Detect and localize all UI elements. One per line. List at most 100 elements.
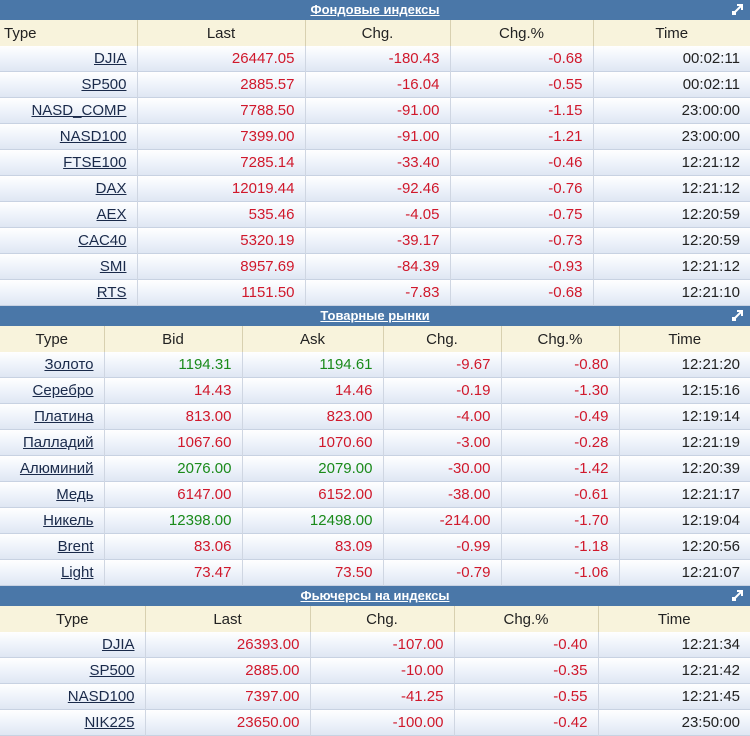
instrument-link[interactable]: SP500 xyxy=(81,76,127,93)
instrument-name[interactable]: SP500 xyxy=(0,71,138,98)
change-cell: -38.00 xyxy=(383,481,502,508)
price-cell: 2885.57 xyxy=(137,71,306,98)
change-cell: -3.00 xyxy=(383,429,502,456)
price-cell: 12019.44 xyxy=(137,175,306,202)
change-cell: -0.40 xyxy=(454,632,599,658)
instrument-name[interactable]: NASD100 xyxy=(0,123,138,150)
instrument-name[interactable]: NIK225 xyxy=(0,709,146,736)
change-cell: -0.42 xyxy=(454,709,599,736)
instrument-name[interactable]: DAX xyxy=(0,175,138,202)
price-cell: 23650.00 xyxy=(145,709,311,736)
instrument-link[interactable]: Платина xyxy=(34,408,94,425)
section-title-commodities[interactable]: Товарные рынки xyxy=(320,308,430,323)
instrument-name[interactable]: Алюминий xyxy=(0,455,105,482)
instrument-name[interactable]: Light xyxy=(0,559,105,586)
instrument-link[interactable]: NASD_COMP xyxy=(31,102,127,119)
price-cell: 26393.00 xyxy=(145,632,311,658)
instrument-link[interactable]: SP500 xyxy=(89,662,135,679)
instrument-link[interactable]: NASD100 xyxy=(59,128,127,145)
column-header: Chg.% xyxy=(454,606,599,632)
instrument-link[interactable]: Brent xyxy=(57,538,94,555)
price-cell: 83.09 xyxy=(242,533,384,560)
time-cell: 12:21:12 xyxy=(681,258,740,275)
column-header: Type xyxy=(0,326,105,352)
instrument-name[interactable]: CAC40 xyxy=(0,227,138,254)
expand-icon[interactable] xyxy=(731,588,745,602)
instrument-link[interactable]: DJIA xyxy=(93,50,127,67)
instrument-name[interactable]: Золото xyxy=(0,352,105,378)
table-row: DJIA 26393.00 -107.00 -0.40 12:21:34 xyxy=(0,632,750,658)
time-cell: 12:21:19 xyxy=(681,434,740,451)
expand-icon[interactable] xyxy=(731,308,745,322)
instrument-name[interactable]: Медь xyxy=(0,481,105,508)
instrument-name[interactable]: Никель xyxy=(0,507,105,534)
change-cell: -1.15 xyxy=(450,97,594,124)
expand-icon[interactable] xyxy=(731,2,745,16)
column-header: Chg. xyxy=(305,20,451,46)
price-cell: 2076.00 xyxy=(104,455,243,482)
change-cell: -4.00 xyxy=(383,403,502,430)
instrument-name[interactable]: Палладий xyxy=(0,429,105,456)
instrument-link[interactable]: AEX xyxy=(96,206,127,223)
section-title-stock-indices[interactable]: Фондовые индексы xyxy=(310,2,440,17)
price-cell: 5320.19 xyxy=(137,227,306,254)
instrument-link[interactable]: CAC40 xyxy=(78,232,127,249)
price-cell: 1070.60 xyxy=(242,429,384,456)
instrument-link[interactable]: NASD100 xyxy=(67,688,135,705)
time-cell: 12:19:04 xyxy=(681,512,740,529)
instrument-name[interactable]: FTSE100 xyxy=(0,149,138,176)
instrument-name[interactable]: SMI xyxy=(0,253,138,280)
instrument-name[interactable]: Brent xyxy=(0,533,105,560)
instrument-name[interactable]: RTS xyxy=(0,279,138,306)
instrument-link[interactable]: DAX xyxy=(95,180,127,197)
instrument-link[interactable]: Золото xyxy=(44,356,94,373)
section-header-stock-indices: Фондовые индексы xyxy=(0,0,750,20)
instrument-link[interactable]: Никель xyxy=(43,512,94,529)
price-cell: 7788.50 xyxy=(137,97,306,124)
instrument-name[interactable]: DJIA xyxy=(0,632,146,658)
change-cell: -10.00 xyxy=(310,657,455,684)
change-cell: -91.00 xyxy=(305,97,451,124)
table-row: Никель 12398.00 12498.00 -214.00 -1.70 12:19:… xyxy=(0,507,750,534)
instrument-name[interactable]: AEX xyxy=(0,201,138,228)
time-cell: 12:21:12 xyxy=(681,154,740,171)
instrument-name[interactable]: Платина xyxy=(0,403,105,430)
time-cell: 12:20:59 xyxy=(681,206,740,223)
instrument-name[interactable]: DJIA xyxy=(0,46,138,72)
instrument-link[interactable]: Палладий xyxy=(23,434,94,451)
instrument-link[interactable]: Алюминий xyxy=(19,460,94,477)
instrument-name[interactable]: SP500 xyxy=(0,657,146,684)
column-header: Bid xyxy=(104,326,243,352)
change-cell: -1.21 xyxy=(450,123,594,150)
column-header: Chg. xyxy=(383,326,502,352)
instrument-link[interactable]: FTSE100 xyxy=(63,154,127,171)
time-cell: 00:02:11 xyxy=(682,76,740,93)
instrument-link[interactable]: Light xyxy=(60,564,94,581)
instrument-link[interactable]: SMI xyxy=(99,258,127,275)
change-cell: -0.93 xyxy=(450,253,594,280)
change-cell: -41.25 xyxy=(310,683,455,710)
time-cell: 12:20:56 xyxy=(681,538,740,555)
change-cell: -91.00 xyxy=(305,123,451,150)
instrument-name[interactable]: NASD_COMP xyxy=(0,97,138,124)
table-row: DAX 12019.44 -92.46 -0.76 12:21:12 xyxy=(0,175,750,202)
column-header: Last xyxy=(137,20,306,46)
instrument-link[interactable]: RTS xyxy=(96,284,127,301)
instrument-name[interactable]: NASD100 xyxy=(0,683,146,710)
price-cell: 12398.00 xyxy=(104,507,243,534)
table-row: SP500 2885.00 -10.00 -0.35 12:21:42 xyxy=(0,657,750,684)
instrument-name[interactable]: Серебро xyxy=(0,377,105,404)
section-title-index-futures[interactable]: Фьючерсы на индексы xyxy=(300,588,450,603)
instrument-link[interactable]: DJIA xyxy=(101,636,135,653)
instrument-link[interactable]: Серебро xyxy=(32,382,94,399)
instrument-link[interactable]: Медь xyxy=(56,486,94,503)
price-cell: 7285.14 xyxy=(137,149,306,176)
table-row: NASD_COMP 7788.50 -91.00 -1.15 23:00:00 xyxy=(0,97,750,124)
price-cell: 1067.60 xyxy=(104,429,243,456)
change-cell: -33.40 xyxy=(305,149,451,176)
time-cell: 12:21:34 xyxy=(681,636,740,653)
instrument-link[interactable]: NIK225 xyxy=(84,714,135,731)
change-cell: -0.68 xyxy=(450,46,594,72)
change-cell: -39.17 xyxy=(305,227,451,254)
change-cell: -0.28 xyxy=(501,429,620,456)
